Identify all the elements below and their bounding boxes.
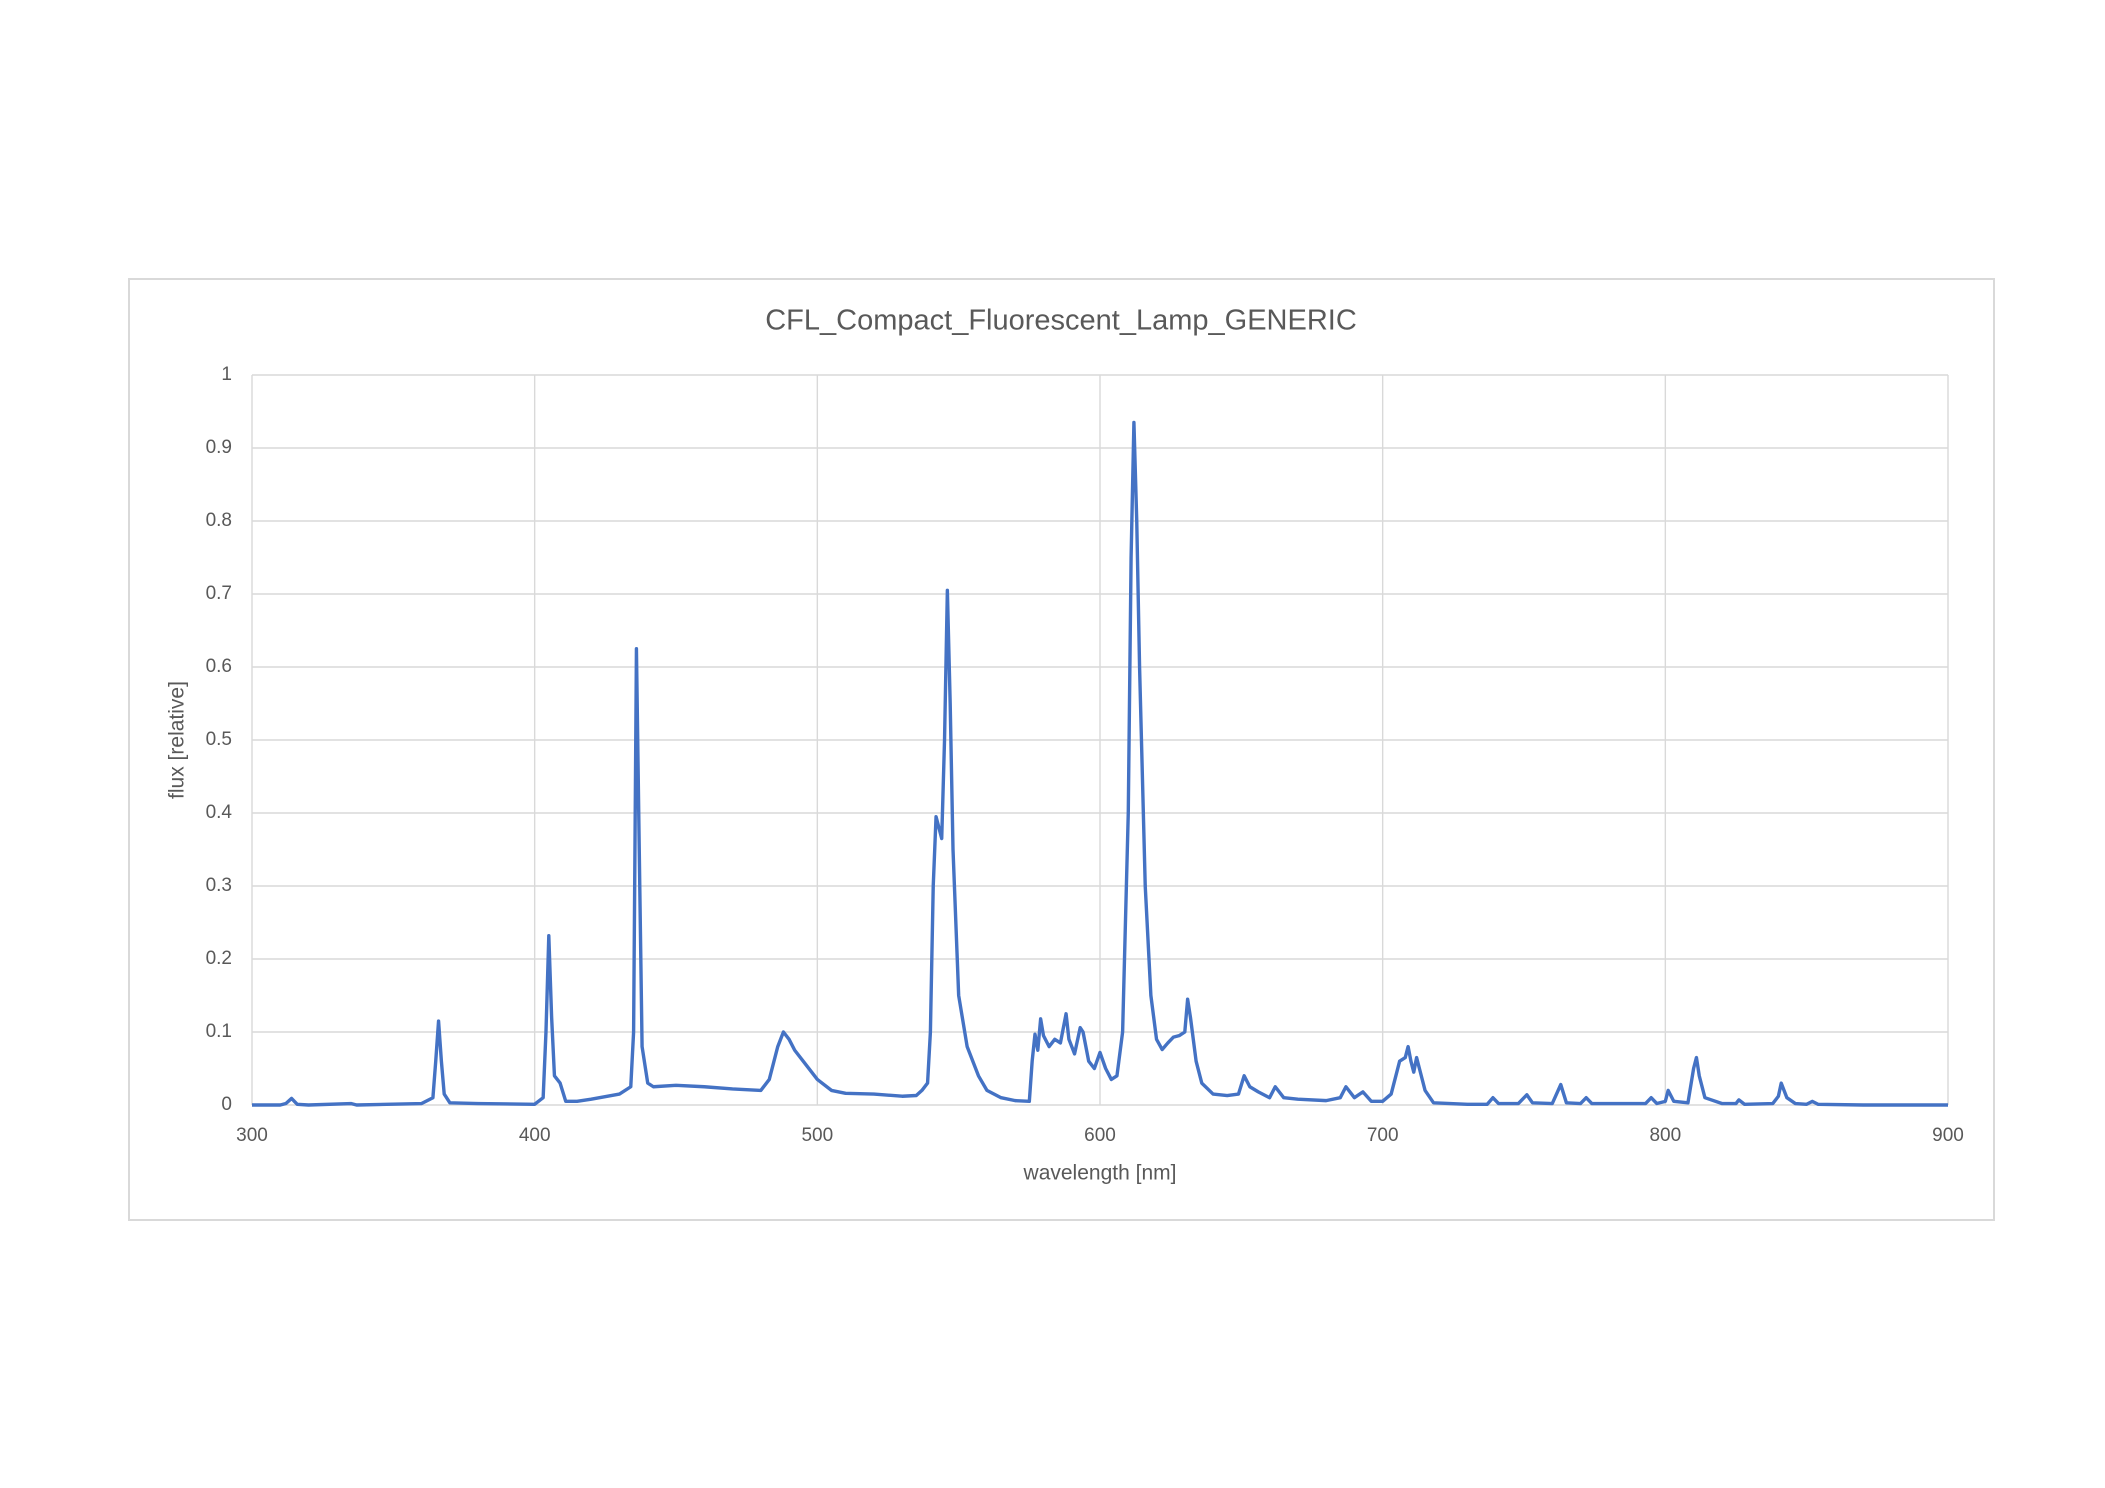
- x-tick-label: 300: [236, 1125, 268, 1146]
- y-tick-label: 0.4: [206, 802, 233, 823]
- y-tick-label: 0.9: [206, 437, 232, 458]
- spectrum-line: [252, 420, 1948, 1107]
- chart-title: CFL_Compact_Fluorescent_Lamp_GENERIC: [765, 305, 1357, 337]
- y-tick-label: 0: [221, 1094, 232, 1115]
- y-tick-label: 0.1: [206, 1021, 232, 1042]
- x-tick-label: 400: [519, 1125, 551, 1146]
- y-tick-label: 0.7: [206, 583, 232, 604]
- y-axis-label: flux [relative]: [166, 681, 189, 799]
- y-tick-label: 1: [221, 364, 232, 385]
- x-tick-label: 600: [1084, 1125, 1116, 1146]
- y-tick-label: 0.2: [206, 948, 232, 969]
- x-tick-label: 800: [1649, 1125, 1681, 1146]
- y-tick-label: 0.8: [206, 510, 232, 531]
- x-tick-label: 700: [1367, 1125, 1399, 1146]
- y-tick-label: 0.6: [206, 656, 232, 677]
- x-tick-label: 500: [801, 1125, 833, 1146]
- x-axis-label: wavelength [nm]: [1023, 1162, 1177, 1185]
- chart-border: [128, 278, 1995, 1221]
- y-tick-label: 0.3: [206, 875, 232, 896]
- y-tick-label: 0.5: [206, 729, 232, 750]
- x-tick-label: 900: [1932, 1125, 1964, 1146]
